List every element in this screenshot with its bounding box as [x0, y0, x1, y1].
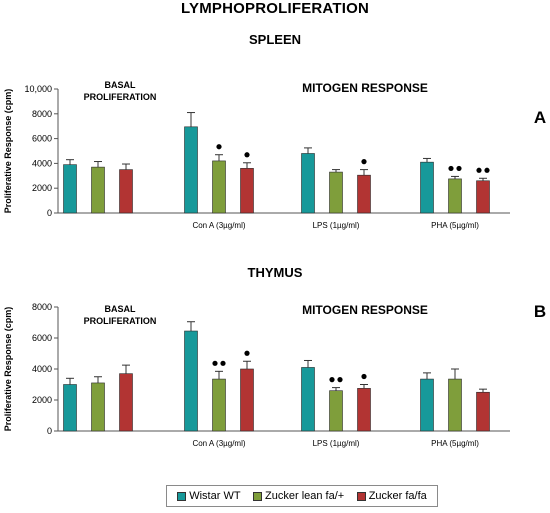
legend-item-fafa: Zucker fa/fa	[356, 490, 427, 502]
x-category-label: PHA (5µg/ml)	[431, 439, 479, 448]
legend-swatch-lean	[253, 491, 263, 501]
bar-lean	[329, 390, 343, 432]
bar-fafa	[357, 388, 371, 432]
significance-dot	[337, 377, 343, 383]
legend-label-lean: Zucker lean fa/+	[265, 490, 345, 502]
y-tick-label: 2000	[32, 395, 52, 405]
bar-wistar	[63, 384, 77, 432]
x-category-label: LPS (1µg/ml)	[313, 439, 360, 448]
bar-wistar	[301, 367, 315, 432]
mitogen-annotation: MITOGEN RESPONSE	[302, 81, 428, 95]
thymus-chart: 0 2000 4000 6000 8000 Proliferative Response …	[3, 302, 546, 448]
significance-dot	[361, 159, 367, 165]
bar-wistar	[63, 164, 77, 214]
bar-wistar	[301, 153, 315, 214]
basal-annotation-line2: PROLIFERATION	[84, 316, 157, 326]
significance-dot	[244, 152, 250, 158]
y-tick-label: 0	[47, 208, 52, 218]
bar-lean	[91, 166, 105, 214]
y-tick-label: 0	[47, 426, 52, 436]
bar-fafa	[119, 169, 133, 214]
x-category-label: PHA (5µg/ml)	[431, 221, 479, 230]
bar-wistar	[184, 330, 198, 432]
bar-lean	[448, 178, 462, 214]
x-category-label: LPS (1µg/ml)	[313, 221, 360, 230]
y-tick-label: 2000	[32, 183, 52, 193]
significance-dot	[484, 167, 490, 173]
significance-dot	[329, 377, 335, 383]
legend-label-fafa: Zucker fa/fa	[368, 490, 427, 502]
significance-dot	[216, 144, 222, 150]
bar-fafa	[119, 373, 133, 432]
basal-annotation-line2: PROLIFERATION	[84, 92, 157, 102]
legend-item-lean: Zucker lean fa/+	[253, 490, 344, 502]
bar-wistar	[420, 161, 434, 214]
bar-fafa	[357, 174, 371, 214]
significance-dot	[220, 360, 226, 366]
legend-swatch-wistar	[177, 491, 187, 501]
y-tick-label: 10,000	[24, 84, 52, 94]
bar-fafa	[476, 391, 490, 432]
bar-lean	[448, 378, 462, 432]
legend-label-wistar: Wistar WT	[189, 490, 241, 502]
bar-lean	[212, 378, 226, 432]
x-category-label: Con A (3µg/ml)	[192, 439, 245, 448]
bar-wistar	[184, 126, 198, 214]
x-category-label: Con A (3µg/ml)	[192, 221, 245, 230]
basal-annotation-line1: BASAL	[105, 304, 137, 314]
bar-lean	[329, 171, 343, 214]
significance-dot	[456, 165, 462, 172]
chart-main-title: LYMPHOPROLIFERATION	[181, 0, 369, 17]
thymus-subtitle: THYMUS	[247, 265, 303, 280]
legend: Wistar WT Zucker lean fa/+ Zucker fa/fa	[166, 485, 438, 507]
spleen-subtitle: SPLEEN	[248, 32, 301, 47]
significance-dot	[244, 350, 250, 356]
mitogen-annotation: MITOGEN RESPONSE	[302, 303, 428, 317]
y-tick-label: 6000	[32, 333, 52, 343]
bar-wistar	[420, 378, 434, 432]
y-tick-label: 4000	[32, 364, 52, 374]
bar-fafa	[476, 180, 490, 214]
y-tick-label: 8000	[32, 302, 52, 312]
legend-swatch-fafa	[356, 491, 366, 501]
significance-dot	[212, 360, 218, 366]
bar-lean	[212, 160, 226, 214]
significance-dot	[476, 167, 482, 173]
bar-fafa	[240, 368, 254, 432]
bar-fafa	[240, 168, 254, 214]
y-axis-label: Proliferative Response (cpm)	[3, 307, 13, 432]
y-axis-label: Proliferative Response (cpm)	[3, 89, 13, 214]
significance-dot	[361, 373, 367, 380]
panel-label: A	[534, 108, 546, 127]
spleen-chart: 0 2000 4000 6000 8000 10,000 Proliferative Res…	[3, 80, 546, 230]
y-tick-label: 4000	[32, 158, 52, 168]
basal-annotation-line1: BASAL	[105, 80, 137, 90]
bar-lean	[91, 382, 105, 432]
panel-label: B	[534, 302, 546, 321]
y-tick-label: 8000	[32, 109, 52, 119]
legend-item-wistar: Wistar WT	[177, 490, 241, 502]
y-tick-label: 6000	[32, 134, 52, 144]
significance-dot	[448, 165, 454, 172]
